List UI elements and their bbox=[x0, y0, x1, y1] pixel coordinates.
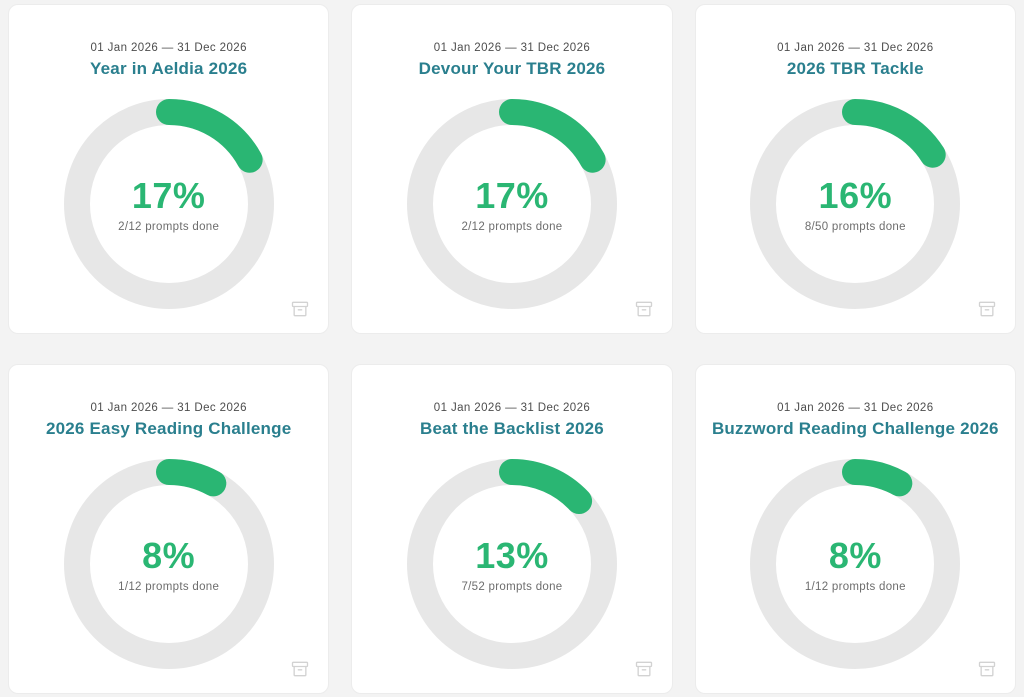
challenge-title: Buzzword Reading Challenge 2026 bbox=[711, 418, 999, 438]
challenge-header: 01 Jan 2026 — 31 Dec 2026 2026 TBR Tackl… bbox=[710, 13, 1001, 79]
archive-button[interactable] bbox=[288, 657, 312, 681]
progress-percent: 17% bbox=[475, 175, 549, 216]
progress-arc bbox=[63, 459, 274, 669]
challenge-title: Year in Aeldia 2026 bbox=[90, 58, 248, 78]
challenge-date-range: 01 Jan 2026 — 31 Dec 2026 bbox=[433, 401, 591, 414]
challenge-card[interactable]: 01 Jan 2026 — 31 Dec 2026 Devour Your TB… bbox=[351, 4, 673, 334]
challenge-date-range: 01 Jan 2026 — 31 Dec 2026 bbox=[777, 401, 934, 414]
archive-button[interactable] bbox=[975, 657, 999, 681]
challenge-header: 01 Jan 2026 — 31 Dec 2026 Buzzword Readi… bbox=[710, 373, 1001, 439]
challenge-card[interactable]: 01 Jan 2026 — 31 Dec 2026 2026 TBR Tackl… bbox=[694, 4, 1016, 334]
progress-label: 2/12 prompts done bbox=[118, 221, 220, 233]
progress-ring: 17% 2/12 prompts done bbox=[366, 85, 657, 323]
challenge-card[interactable]: 01 Jan 2026 — 31 Dec 2026 Beat the Backl… bbox=[351, 364, 673, 694]
progress-arc bbox=[750, 459, 961, 669]
challenge-card[interactable]: 01 Jan 2026 — 31 Dec 2026 2026 Easy Read… bbox=[8, 364, 330, 694]
challenge-title: Devour Your TBR 2026 bbox=[418, 58, 606, 78]
challenge-card[interactable]: 01 Jan 2026 — 31 Dec 2026 Year in Aeldia… bbox=[8, 4, 330, 334]
progress-label: 2/12 prompts done bbox=[461, 221, 563, 233]
progress-label: 1/12 prompts done bbox=[118, 581, 220, 593]
challenge-date-range: 01 Jan 2026 — 31 Dec 2026 bbox=[90, 401, 247, 414]
progress-percent: 8% bbox=[142, 535, 196, 576]
archive-button[interactable] bbox=[975, 297, 999, 321]
progress-ring-chart bbox=[63, 459, 274, 669]
progress-label: 7/52 prompts done bbox=[461, 581, 563, 593]
progress-ring: 13% 7/52 prompts done bbox=[366, 445, 657, 683]
progress-arc bbox=[406, 459, 617, 669]
archive-icon bbox=[635, 661, 652, 677]
progress-ring-chart bbox=[750, 459, 961, 669]
progress-arc bbox=[63, 99, 274, 309]
progress-arc bbox=[750, 99, 961, 309]
challenge-date-range: 01 Jan 2026 — 31 Dec 2026 bbox=[777, 41, 934, 54]
progress-arc bbox=[406, 99, 617, 309]
challenge-title: Beat the Backlist 2026 bbox=[420, 418, 604, 438]
archive-icon bbox=[635, 301, 652, 317]
progress-ring: 8% 1/12 prompts done bbox=[710, 445, 1001, 683]
archive-button[interactable] bbox=[632, 657, 656, 681]
progress-label: 8/50 prompts done bbox=[804, 221, 906, 233]
progress-percent: 8% bbox=[828, 535, 882, 576]
progress-ring-chart bbox=[63, 99, 274, 309]
progress-ring-chart bbox=[406, 459, 617, 669]
progress-ring-chart bbox=[406, 99, 617, 309]
archive-icon bbox=[292, 661, 309, 677]
challenge-date-range: 01 Jan 2026 — 31 Dec 2026 bbox=[90, 41, 247, 54]
progress-ring: 17% 2/12 prompts done bbox=[23, 85, 314, 323]
challenge-header: 01 Jan 2026 — 31 Dec 2026 Beat the Backl… bbox=[366, 373, 657, 439]
progress-ring: 16% 8/50 prompts done bbox=[710, 85, 1001, 323]
challenge-header: 01 Jan 2026 — 31 Dec 2026 2026 Easy Read… bbox=[23, 373, 314, 439]
progress-percent: 17% bbox=[131, 175, 206, 216]
challenge-title: 2026 TBR Tackle bbox=[786, 58, 924, 78]
archive-icon bbox=[292, 301, 309, 317]
challenge-date-range: 01 Jan 2026 — 31 Dec 2026 bbox=[433, 41, 591, 54]
archive-icon bbox=[978, 301, 996, 317]
progress-label: 1/12 prompts done bbox=[804, 581, 906, 593]
archive-button[interactable] bbox=[632, 297, 656, 321]
archive-button[interactable] bbox=[288, 297, 312, 321]
challenge-card[interactable]: 01 Jan 2026 — 31 Dec 2026 Buzzword Readi… bbox=[694, 364, 1016, 694]
progress-ring: 8% 1/12 prompts done bbox=[23, 445, 314, 683]
challenge-header: 01 Jan 2026 — 31 Dec 2026 Year in Aeldia… bbox=[23, 13, 314, 79]
progress-percent: 16% bbox=[818, 175, 893, 216]
archive-icon bbox=[978, 661, 996, 677]
progress-ring-chart bbox=[750, 99, 961, 309]
challenge-title: 2026 Easy Reading Challenge bbox=[45, 418, 292, 438]
progress-percent: 13% bbox=[475, 535, 549, 576]
challenge-header: 01 Jan 2026 — 31 Dec 2026 Devour Your TB… bbox=[366, 13, 657, 79]
